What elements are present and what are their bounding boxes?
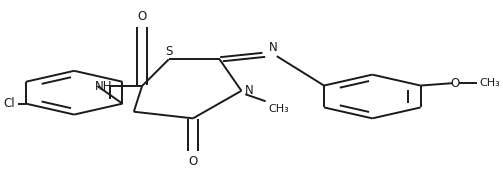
Text: CH₃: CH₃ — [479, 78, 499, 88]
Text: S: S — [165, 45, 173, 58]
Text: Cl: Cl — [4, 97, 15, 110]
Text: O: O — [450, 77, 459, 90]
Text: N: N — [269, 41, 277, 54]
Text: O: O — [188, 155, 198, 168]
Text: NH: NH — [95, 80, 112, 92]
Text: O: O — [137, 10, 147, 23]
Text: N: N — [245, 84, 254, 97]
Text: CH₃: CH₃ — [268, 104, 289, 114]
